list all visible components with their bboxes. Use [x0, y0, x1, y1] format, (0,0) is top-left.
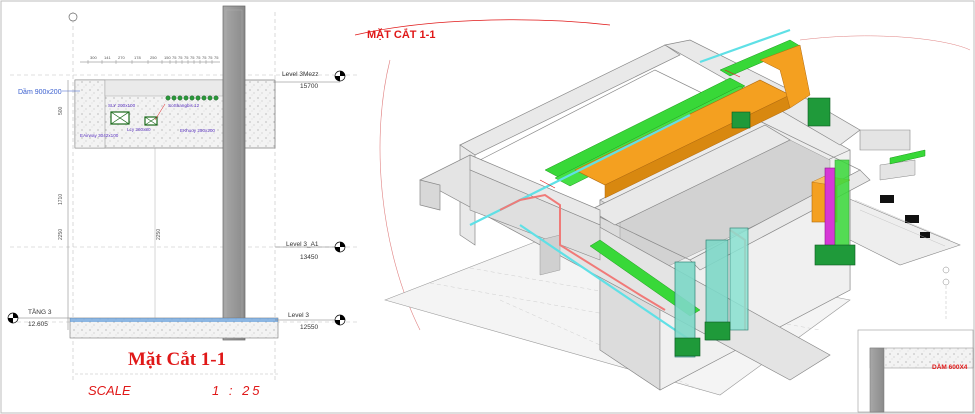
pipe-circle: [195, 95, 201, 101]
pipe-circle: [189, 95, 195, 101]
top-dimension-label: 75: [184, 55, 189, 60]
top-dimension-label: 270: [118, 55, 125, 60]
level-marker-3a1: Level 3_A1 13450: [275, 241, 346, 261]
duct-label: EKhuoy 250x200: [180, 128, 215, 133]
svg-text:15700: 15700: [300, 83, 318, 90]
section-title: Mặt Cắt 1-1: [128, 349, 226, 370]
pipe-circle: [171, 95, 177, 101]
svg-text:12.605: 12.605: [28, 321, 48, 328]
section-tag: MẶT CẮT 1-1: [367, 28, 435, 41]
beam-label: Dầm 900x200: [18, 87, 62, 96]
svg-text:1710: 1710: [58, 194, 64, 205]
top-dimension-label: 75: [202, 55, 207, 60]
level-marker-3: Level 3 12550: [275, 312, 346, 331]
top-dimension-label: 75: [190, 55, 195, 60]
top-dimension-label: 250: [150, 55, 157, 60]
top-dimension-label: 300: [90, 55, 97, 60]
duct-label: Lcy 260x80: [127, 127, 151, 132]
corner-inset: DẦM 600X4: [857, 329, 974, 413]
pipe-circle: [213, 95, 219, 101]
duct-label: EAirway 3042x100: [80, 133, 119, 138]
grid-bubble: [68, 12, 78, 22]
pipe-circle: [183, 95, 189, 101]
model-3d-view: MẶT CẮT 1-1: [354, 19, 974, 413]
top-dimension-string: 300 141 270 178 250 150 75 75 75 75 75 75 75 75: [80, 55, 220, 64]
svg-text:Level 3_A1: Level 3_A1: [286, 241, 319, 248]
svg-text:500: 500: [58, 106, 64, 115]
pipe-circle: [207, 95, 213, 101]
section-arc: [354, 19, 611, 36]
svg-text:TẦNG 3: TẦNG 3: [28, 306, 52, 316]
svg-text:13450: 13450: [300, 254, 318, 261]
duct-label: SoShangbis 12: [168, 103, 200, 108]
pipe-circle: [177, 95, 183, 101]
vertical-risers: [674, 97, 856, 358]
top-dimension-label: 75: [214, 55, 219, 60]
top-dimension-label: 75: [196, 55, 201, 60]
svg-text:2250: 2250: [156, 229, 162, 240]
pipe-circle: [201, 95, 207, 101]
corner-beam-label: DẦM 600X4: [932, 361, 968, 371]
top-dimension-label: 75: [178, 55, 183, 60]
svg-text:Level 3Mezz: Level 3Mezz: [282, 71, 319, 78]
level-marker-3mezz: Level 3Mezz 15700: [275, 70, 346, 90]
column-wall: [222, 5, 246, 341]
pipe-circle: [165, 95, 171, 101]
svg-text:12550: 12550: [300, 324, 318, 331]
scale-label: SCALE: [88, 383, 131, 398]
svg-text:2250: 2250: [58, 229, 64, 240]
left-dimension-string: 500 1710 2250 2250: [58, 80, 162, 330]
top-dimension-label: 75: [208, 55, 213, 60]
ducts-in-section: [110, 95, 219, 126]
top-dimension-label: 141: [104, 55, 111, 60]
duct-label: SLY 200x100: [108, 103, 136, 108]
section-drawing: 300 141 270 178 250 150 75 75 75 75 75 75 75 75 Dầm 9…: [7, 5, 360, 398]
svg-text:Level 3: Level 3: [288, 312, 309, 319]
top-dimension-label: 150: [164, 55, 171, 60]
top-dimension-label: 178: [134, 55, 141, 60]
level-marker-tang3: TẦNG 3 12.605: [7, 306, 70, 328]
top-dimension-label: 75: [172, 55, 177, 60]
scale-value: 1 : 25: [212, 383, 263, 398]
